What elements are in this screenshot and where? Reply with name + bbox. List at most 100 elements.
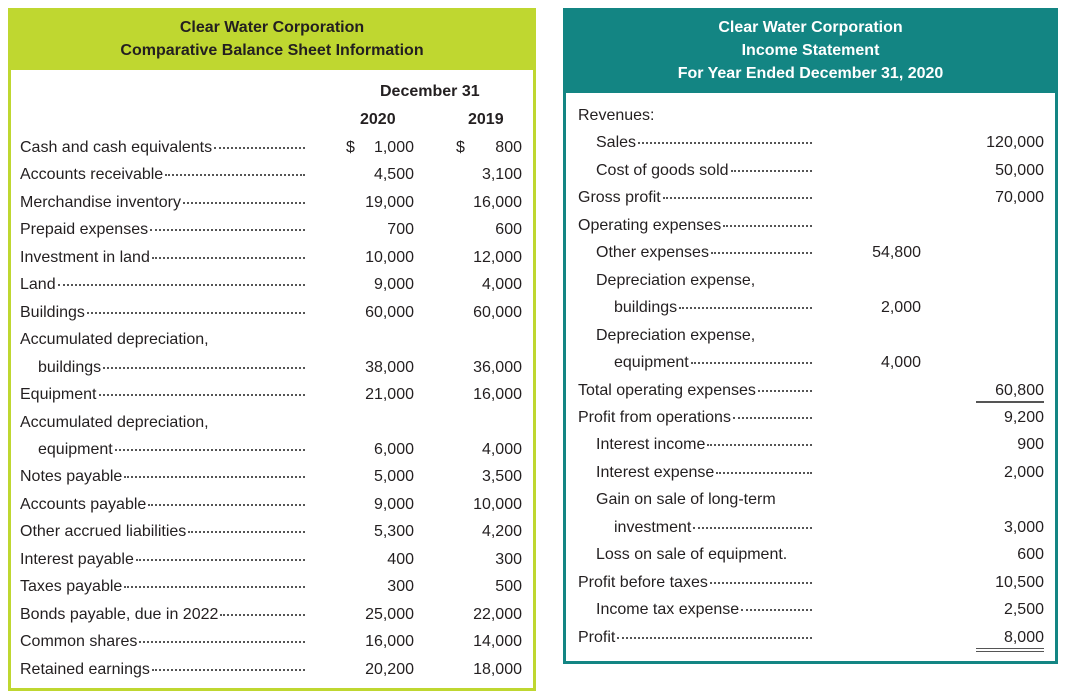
row-label: investment [614, 518, 692, 536]
income-statement-company: Clear Water Corporation [718, 19, 903, 36]
table-row: Depreciation expense, [596, 271, 812, 291]
income-statement-header: Clear Water Corporation Income Statement… [563, 8, 1058, 93]
balance-sheet-panel: Clear Water Corporation Comparative Bala… [8, 8, 536, 691]
total-amount: 50,000 [995, 161, 1044, 179]
dot-leader [214, 147, 305, 149]
dot-leader [124, 586, 305, 589]
value-2019: 800 [495, 139, 522, 156]
row-label: Accounts payable [20, 495, 147, 513]
row-label: Cost of goods sold [596, 161, 729, 179]
table-row: Other accrued liabilities [20, 522, 305, 542]
dot-leader [690, 362, 812, 365]
dot-leader [98, 394, 305, 397]
balance-sheet-header: Clear Water Corporation Comparative Bala… [8, 8, 536, 70]
row-label: Equipment [20, 386, 97, 404]
value-2020: 25,000 [365, 605, 414, 623]
value-2019: 300 [495, 550, 522, 568]
row-label: Total operating expenses [578, 381, 756, 399]
row-label: equipment [38, 440, 113, 458]
table-row: Bonds payable, due in 2022 [20, 605, 305, 625]
dot-leader [135, 558, 305, 561]
table-row: Buildings [20, 303, 305, 323]
row-label: Loss on sale of equipment. [596, 546, 788, 564]
value-2019: 22,000 [473, 605, 522, 623]
table-row: equipment [38, 440, 305, 460]
dollar-sign-2019: $ [456, 139, 465, 156]
value-2020: 5,000 [373, 468, 414, 486]
table-row: investment [614, 518, 812, 538]
income-statement-panel: Clear Water Corporation Income Statement… [563, 8, 1058, 664]
value-2019: 14,000 [473, 633, 522, 651]
table-row: Investment in land [20, 248, 305, 268]
value-2020: 400 [387, 550, 414, 568]
table-row: Depreciation expense, [596, 326, 812, 346]
table-row: Other expenses [596, 243, 812, 263]
row-label: Merchandise inventory [20, 193, 181, 211]
row-label: equipment [614, 354, 689, 372]
value-2020: 6,000 [373, 440, 414, 458]
row-label: Buildings [20, 303, 85, 321]
value-2019: 4,000 [481, 276, 522, 294]
dot-leader [693, 526, 812, 529]
dot-leader [757, 389, 812, 392]
dot-leader [188, 531, 305, 534]
row-label: Profit from operations [578, 408, 731, 426]
row-label: Prepaid expenses [20, 221, 149, 239]
income-statement-period: For Year Ended December 31, 2020 [677, 65, 944, 82]
table-row: Accumulated depreciation, [20, 330, 305, 350]
table-row: buildings [614, 298, 812, 318]
table-row: Notes payable [20, 467, 305, 487]
dot-leader [723, 224, 812, 227]
value-2020: 5,300 [373, 523, 414, 541]
total-amount: 9,200 [1003, 408, 1044, 426]
table-row: Taxes payable [20, 577, 305, 597]
middle-amount: 2,000 [880, 299, 921, 317]
balance-sheet-company: Clear Water Corporation [179, 19, 365, 36]
row-label: Bonds payable, due in 2022 [20, 605, 219, 623]
value-2020: 700 [387, 221, 414, 239]
table-row: Land [20, 275, 305, 295]
value-2019: 18,000 [473, 660, 522, 678]
row-label: Common shares [20, 633, 138, 651]
row-label: Accumulated depreciation, [20, 413, 209, 431]
value-2020: 38,000 [365, 358, 414, 376]
total-amount: 8,000 [976, 628, 1044, 652]
row-label: Land [20, 276, 56, 294]
dot-leader [707, 444, 812, 447]
table-row: Interest income [596, 435, 812, 455]
table-row: Equipment [20, 385, 305, 405]
row-label: Revenues: [578, 107, 655, 124]
table-row: Gain on sale of long-term [596, 490, 812, 510]
table-row: Gross profit [578, 188, 812, 208]
balance-sheet-title: Comparative Balance Sheet Information [120, 42, 424, 59]
dot-leader [139, 641, 305, 644]
total-amount: 900 [1017, 436, 1044, 454]
row-label: Sales [596, 134, 637, 152]
dot-leader [86, 311, 305, 314]
total-amount: 600 [1017, 546, 1044, 564]
row-label: Accounts receivable [20, 166, 164, 184]
dot-leader [709, 581, 812, 584]
table-row: Interest expense [596, 463, 812, 483]
dot-leader [182, 201, 305, 204]
value-2019: 600 [495, 221, 522, 239]
table-row: Sales [596, 133, 812, 153]
value-2019: 10,000 [473, 495, 522, 513]
total-amount: 3,000 [1003, 518, 1044, 536]
table-row: Profit from operations [578, 408, 812, 428]
dot-leader [103, 366, 305, 369]
dot-leader [124, 476, 305, 479]
dot-leader [150, 229, 305, 232]
value-2020: 4,500 [373, 166, 414, 184]
value-2020: 300 [387, 578, 414, 596]
row-label: Investment in land [20, 248, 150, 266]
row-label: buildings [614, 299, 678, 317]
dot-leader [730, 169, 812, 172]
row-label: Operating expenses [578, 216, 722, 234]
table-row: Operating expenses [578, 216, 812, 236]
value-2019: 60,000 [473, 303, 522, 321]
value-2020: 9,000 [373, 495, 414, 513]
row-label: Cash and cash equivalents [20, 139, 213, 156]
total-amount: 120,000 [986, 134, 1044, 152]
value-2019: 16,000 [473, 386, 522, 404]
